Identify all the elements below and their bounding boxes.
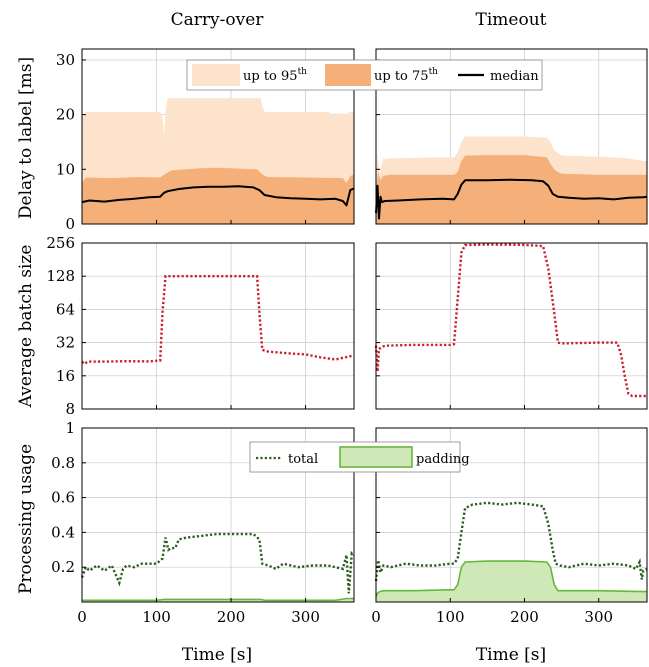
ylabel-processing-usage: Processing usage — [16, 444, 36, 594]
legend-usage: total padding — [249, 441, 470, 473]
tick-label-x: 200 — [217, 608, 246, 626]
legend-label-median: median — [490, 69, 539, 84]
panel-batch-carry-over: 8 16 32 64 128 256 — [46, 234, 355, 418]
legend-delay: up to 95th up to 75th median — [186, 59, 543, 91]
tick-label-x: 0 — [77, 608, 87, 626]
tick-label-y: 128 — [46, 267, 75, 285]
ylabel-batch-size: Average batch size — [16, 245, 36, 409]
tick-label-y: 0.6 — [51, 489, 75, 507]
tick-label-y: 0.8 — [51, 454, 75, 472]
series-dotted-line — [374, 243, 647, 398]
panel-batch-timeout — [374, 242, 648, 410]
tick-label-y: 32 — [56, 334, 75, 352]
tick-label-y: 30 — [56, 51, 75, 69]
plot-frame — [375, 48, 648, 225]
plot-frame — [375, 427, 648, 603]
tick-label-y: 8 — [65, 400, 75, 418]
tick-label-x: 300 — [584, 608, 613, 626]
series-dotted-line — [81, 275, 355, 366]
tick-label-x: 100 — [436, 608, 465, 626]
series-area-up-to-75th — [82, 167, 354, 224]
column-title-timeout: Timeout — [476, 10, 547, 30]
xlabel-carry-over: Time [s] — [182, 645, 252, 665]
tick-label-y: 16 — [56, 367, 75, 385]
tick-label-y: 0.4 — [51, 523, 75, 541]
ylabel-delay: Delay to label [ms] — [16, 57, 36, 219]
legend-swatch-padding — [339, 446, 413, 468]
tick-label-y: 10 — [56, 160, 75, 178]
plot-frame — [375, 242, 648, 410]
series-edge-padding — [375, 560, 647, 598]
legend-swatch-p95 — [192, 64, 240, 86]
series-area-padding — [376, 561, 647, 602]
series-area-padding — [82, 598, 354, 602]
tick-label-y: 0.2 — [51, 558, 75, 576]
legend-label-p75: up to 75th — [374, 67, 438, 84]
legend-label-padding: padding — [416, 452, 470, 467]
tick-label-x: 300 — [291, 608, 320, 626]
tick-label-x: 200 — [510, 608, 539, 626]
series-area-up-to-75th — [376, 155, 647, 224]
series-line-median — [81, 185, 355, 207]
column-title-carry-over: Carry-over — [171, 10, 265, 30]
legend-swatch-p75 — [325, 64, 371, 86]
plot-frame — [81, 242, 355, 410]
tick-label-x: 100 — [142, 608, 171, 626]
series-edge-padding — [82, 597, 354, 602]
legend-label-p95: up to 95th — [243, 67, 307, 84]
series-line-median — [375, 178, 648, 220]
tick-label-y: 256 — [46, 234, 75, 252]
tick-label-y: 20 — [56, 106, 75, 124]
legend-label-total: total — [288, 452, 318, 467]
tick-label-y: 1 — [65, 419, 75, 437]
tick-label-y: 64 — [56, 300, 75, 318]
panel-delay-carry-over: 0 10 20 30 — [56, 48, 355, 233]
series-dotted-total — [80, 532, 355, 594]
tick-label-y: 0 — [65, 215, 75, 233]
plot-frame — [81, 427, 355, 603]
panel-usage-timeout: 0 100 200 300 — [371, 427, 648, 626]
plot-frame — [81, 48, 355, 225]
panel-delay-timeout — [375, 48, 648, 225]
tick-label-x: 0 — [371, 608, 381, 626]
xlabel-timeout: Time [s] — [476, 645, 546, 665]
